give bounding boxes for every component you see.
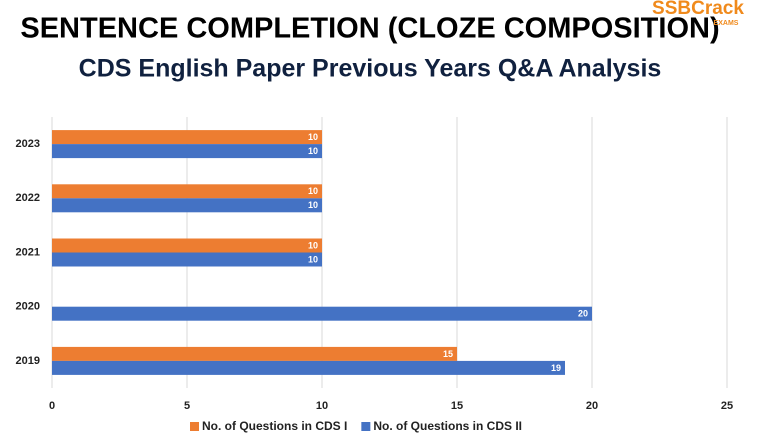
value-label: 10 [308, 132, 318, 142]
legend-label: No. of Questions in CDS II [373, 419, 522, 433]
bar [52, 306, 592, 321]
value-label: 20 [578, 309, 588, 319]
y-tick-label: 2019 [16, 355, 40, 367]
value-label: 10 [308, 240, 318, 250]
bar [52, 144, 322, 159]
bar [52, 360, 565, 375]
x-tick-label: 15 [451, 400, 463, 412]
bar [52, 198, 322, 213]
bar [52, 252, 322, 267]
x-tick-label: 20 [586, 400, 598, 412]
value-label: 10 [308, 186, 318, 196]
legend-swatch [190, 422, 199, 431]
x-tick-label: 10 [316, 400, 328, 412]
logo-brand: SSBCrack [652, 0, 744, 19]
y-tick-label: 2021 [16, 246, 40, 258]
x-tick-label: 5 [184, 400, 190, 412]
x-tick-label: 0 [49, 400, 55, 412]
value-label: 10 [308, 254, 318, 264]
bar [52, 130, 322, 145]
value-label: 19 [551, 363, 561, 373]
bar [52, 184, 322, 199]
y-tick-label: 2020 [16, 301, 40, 313]
y-tick-label: 2023 [16, 138, 40, 150]
value-label: 10 [308, 146, 318, 156]
value-label: 15 [443, 349, 453, 359]
logo-sub: EXAMS [714, 20, 739, 27]
legend-swatch [361, 422, 371, 431]
legend-label: No. of Questions in CDS I [202, 419, 347, 433]
bar [52, 346, 457, 361]
chart-subtitle: CDS English Paper Previous Years Q&A Ana… [79, 55, 662, 83]
value-label: 10 [308, 200, 318, 210]
x-tick-label: 25 [721, 400, 733, 412]
y-tick-label: 2022 [16, 192, 40, 204]
bar [52, 238, 322, 253]
chart-title: SENTENCE COMPLETION (CLOZE COMPOSITION) [20, 13, 719, 45]
